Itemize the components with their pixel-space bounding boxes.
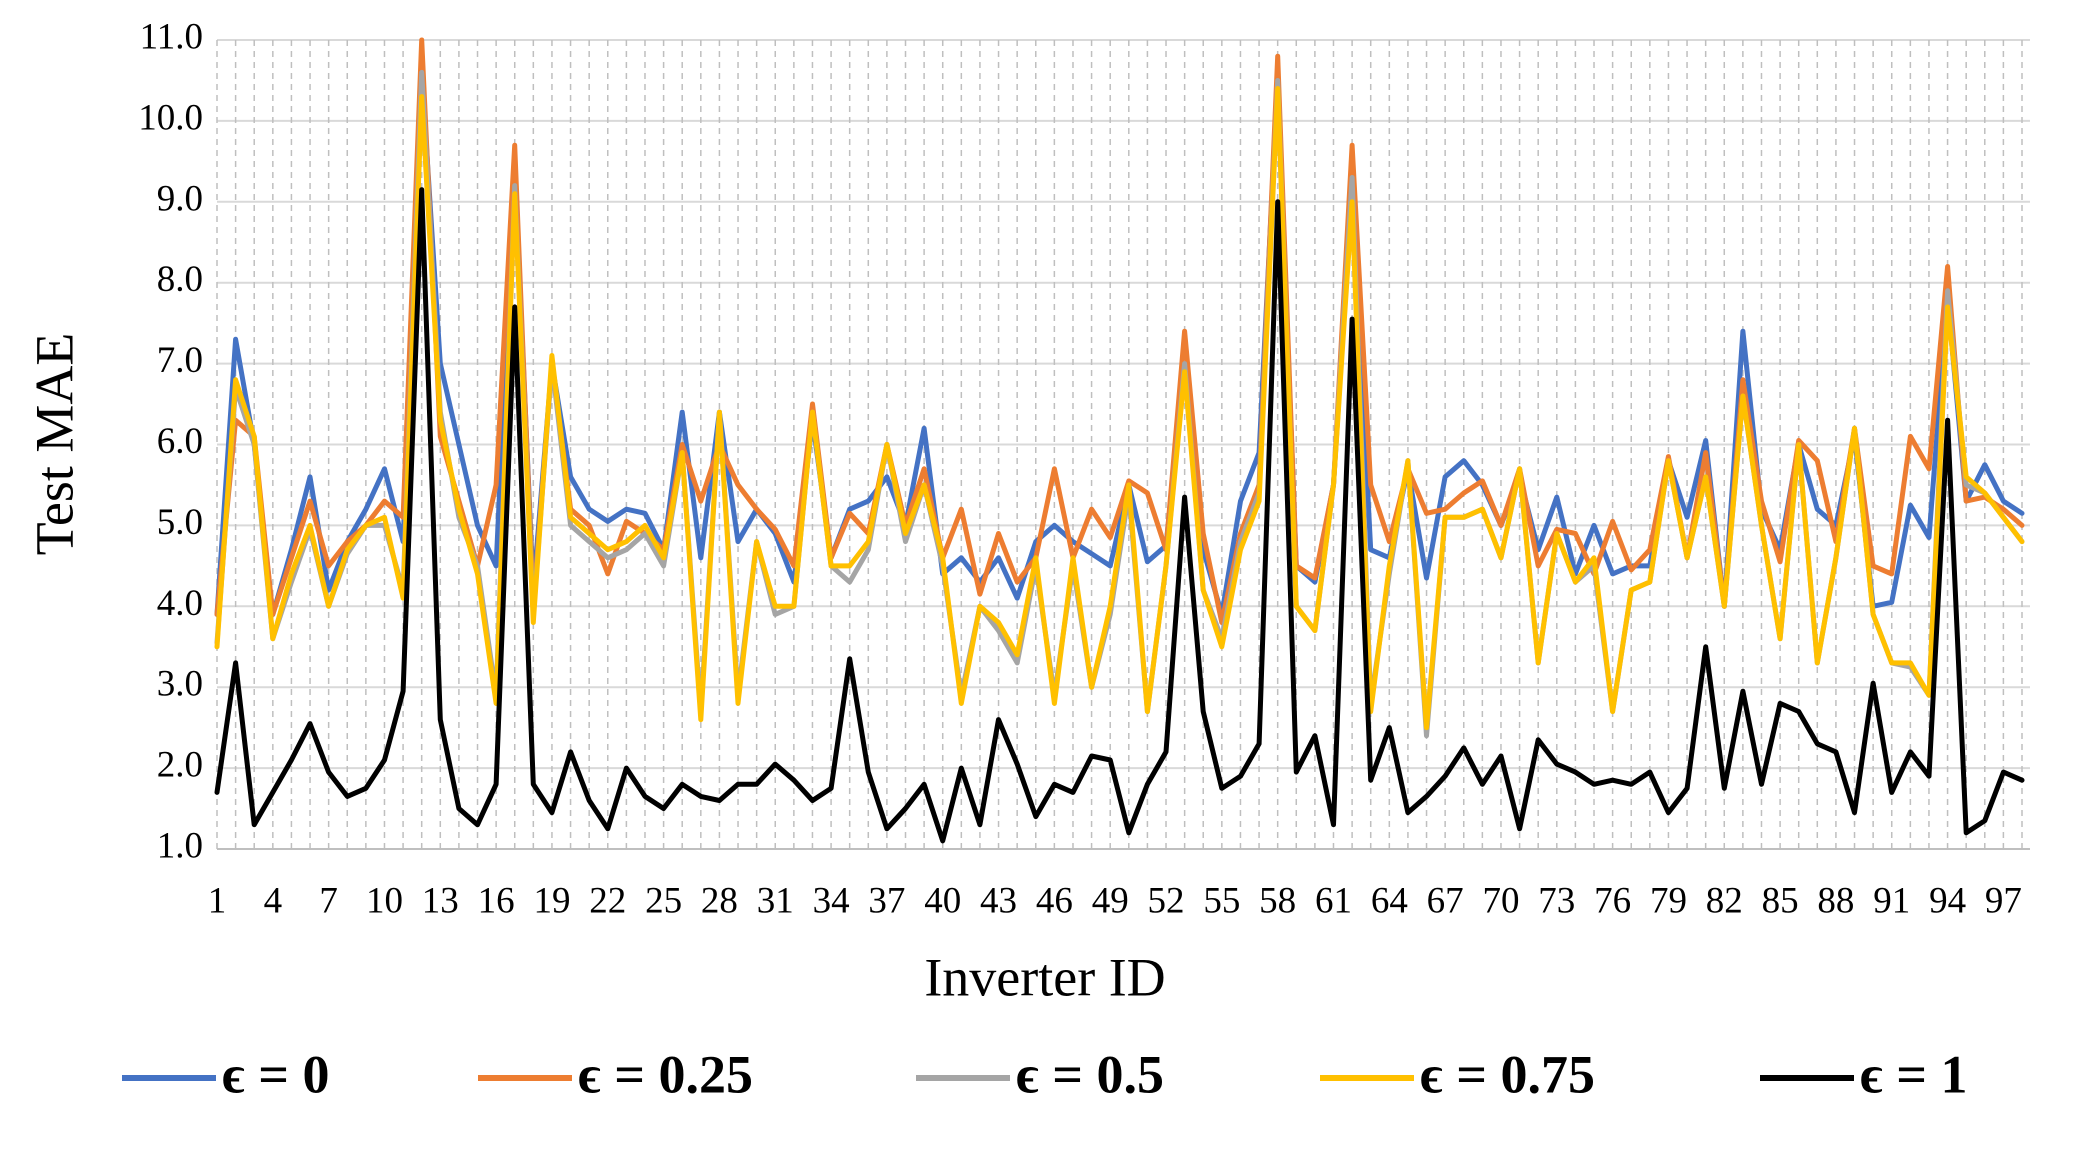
x-tick-label: 16: [478, 880, 515, 921]
legend-label: ϵ = 0.25: [578, 1044, 753, 1104]
y-tick-label: 4.0: [157, 583, 203, 624]
x-tick-label: 43: [980, 880, 1017, 921]
x-tick-label: 79: [1650, 880, 1687, 921]
x-tick-label: 85: [1762, 880, 1799, 921]
x-tick-label: 34: [813, 880, 850, 921]
series-line: [214, 86, 2025, 731]
legend-label: ϵ = 0.75: [1420, 1044, 1595, 1104]
x-tick-label: 82: [1706, 880, 1743, 921]
x-tick-label: 40: [924, 880, 961, 921]
x-tick-label: 58: [1259, 880, 1296, 921]
x-tick-label: 52: [1148, 880, 1185, 921]
x-tick-label: 91: [1873, 880, 1910, 921]
y-tick-label: 9.0: [157, 178, 203, 219]
x-tick-label: 55: [1203, 880, 1240, 921]
x-tick-label: 22: [589, 880, 626, 921]
legend-label: ϵ = 1: [1860, 1044, 1968, 1104]
x-tick-label: 76: [1594, 880, 1631, 921]
x-tick-label: 94: [1929, 880, 1966, 921]
legend-label: ϵ = 0: [222, 1044, 330, 1104]
x-tick-label: 19: [533, 880, 570, 921]
x-axis-title: Inverter ID: [924, 947, 1165, 1007]
x-tick-label: 73: [1538, 880, 1575, 921]
x-tick-label: 70: [1482, 880, 1519, 921]
x-tick-label: 46: [1036, 880, 1073, 921]
y-tick-label: 8.0: [157, 259, 203, 300]
x-tick-label: 1: [208, 880, 227, 921]
x-tick-label: 61: [1315, 880, 1352, 921]
x-tick-label: 64: [1371, 880, 1408, 921]
y-tick-label: 10.0: [138, 97, 203, 138]
y-tick-label: 3.0: [157, 664, 203, 705]
x-tick-label: 97: [1985, 880, 2022, 921]
x-tick-label: 4: [264, 880, 283, 921]
y-tick-label: 11.0: [140, 16, 203, 57]
x-tick-label: 25: [645, 880, 682, 921]
x-tick-label: 28: [701, 880, 738, 921]
y-tick-label: 7.0: [157, 340, 203, 381]
x-tick-label: 88: [1817, 880, 1854, 921]
y-tick-label: 1.0: [157, 825, 203, 866]
y-tick-label: 5.0: [157, 502, 203, 543]
x-tick-label: 67: [1427, 880, 1464, 921]
y-tick-label: 6.0: [157, 421, 203, 462]
x-tick-label: 7: [319, 880, 338, 921]
x-tick-label: 49: [1092, 880, 1129, 921]
x-tick-label: 37: [868, 880, 905, 921]
series-line: [214, 187, 2025, 844]
x-tick-label: 13: [422, 880, 459, 921]
x-tick-label: 10: [366, 880, 403, 921]
legend-label: ϵ = 0.5: [1016, 1044, 1164, 1104]
y-tick-label: 2.0: [157, 745, 203, 786]
y-axis-title: Test MAE: [24, 333, 84, 556]
x-tick-label: 31: [757, 880, 794, 921]
